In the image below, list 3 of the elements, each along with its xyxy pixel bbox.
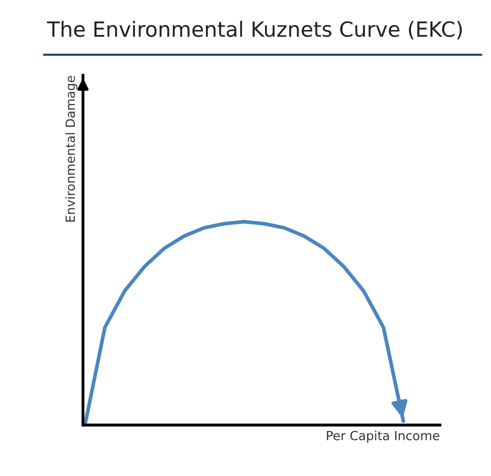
x-axis-title: Per Capita Income	[326, 430, 440, 443]
y-axis-title: Environmental Damage	[65, 76, 78, 222]
chart-title: The Environmental Kuznets Curve (EKC)	[46, 20, 462, 40]
